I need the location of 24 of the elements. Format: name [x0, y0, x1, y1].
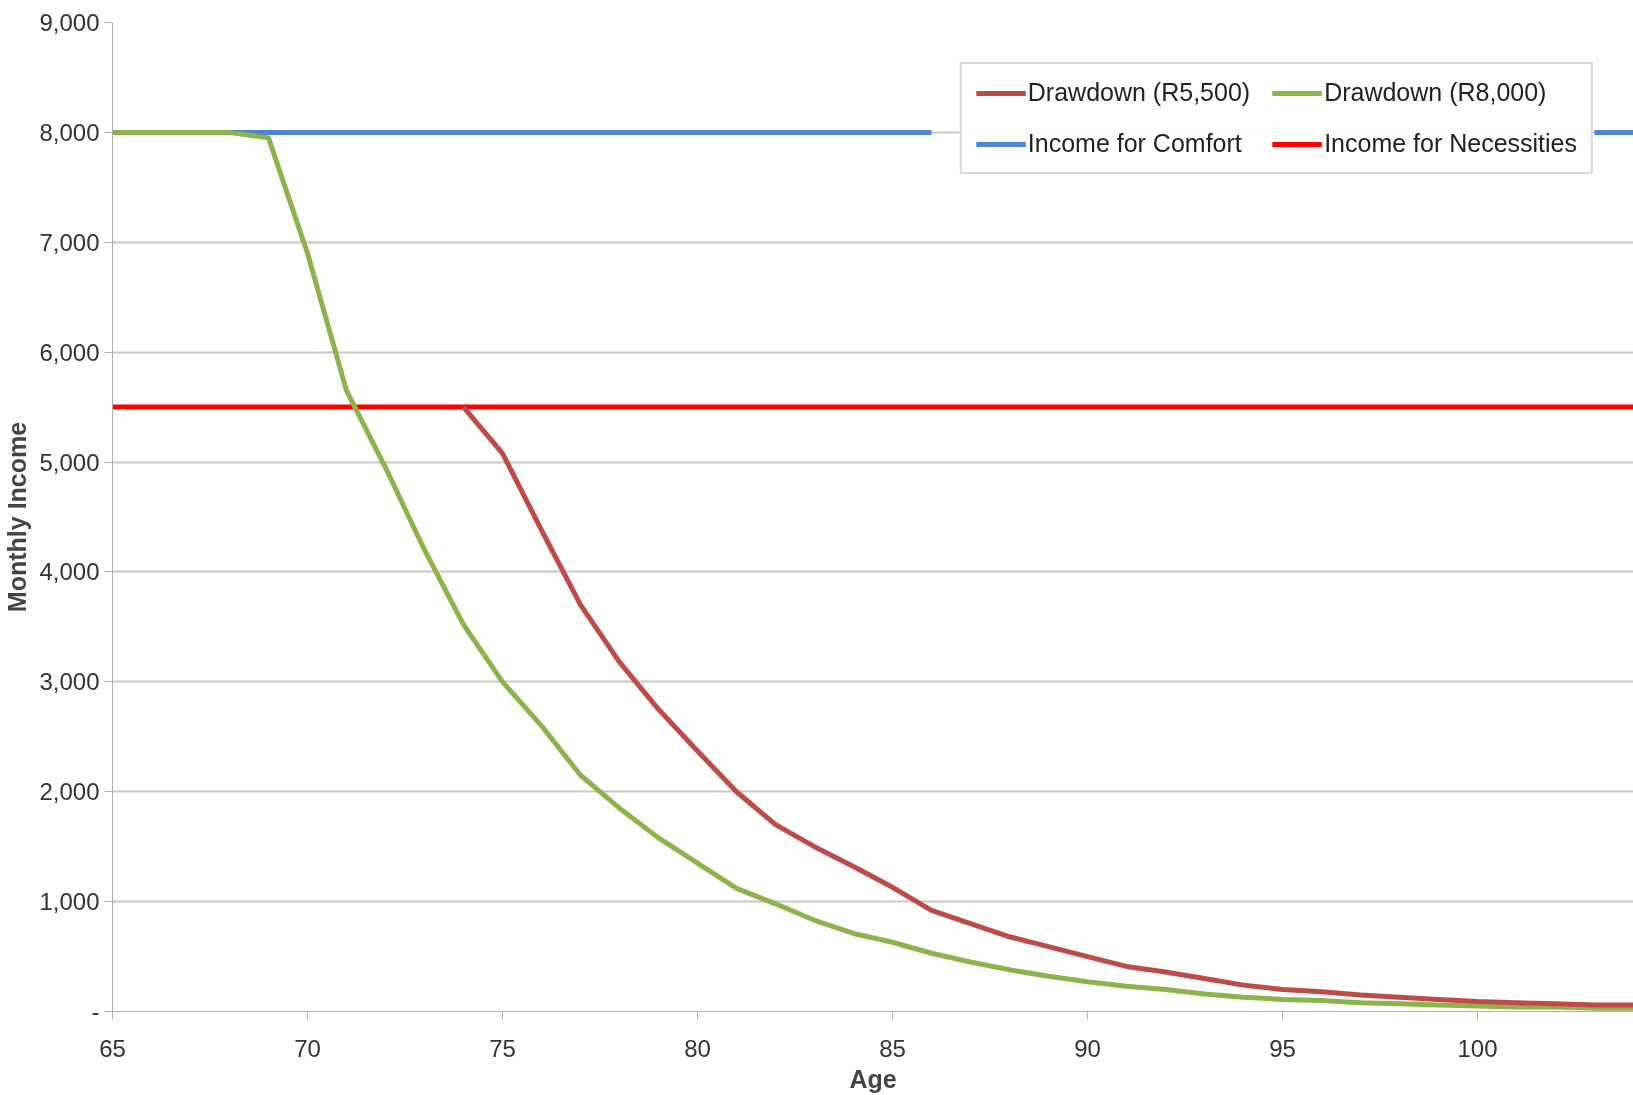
- y-tick-label: 2,000: [39, 778, 100, 806]
- y-tick-label: 7,000: [39, 228, 100, 256]
- y-tick-label: 4,000: [39, 558, 100, 586]
- y-tick-label: 6,000: [39, 338, 100, 366]
- legend-label: Drawdown (R5,500): [1027, 78, 1251, 107]
- x-tick-label: 85: [879, 1034, 906, 1062]
- y-axis-title: Monthly Income: [3, 421, 32, 613]
- x-tick-label: 95: [1269, 1034, 1296, 1062]
- y-tick-label: 1,000: [39, 888, 100, 916]
- y-tick-label: 9,000: [39, 9, 100, 36]
- x-tick-label: 100: [1457, 1034, 1498, 1062]
- x-tick-label: 65: [99, 1034, 126, 1062]
- legend-label: Drawdown (R8,000): [1324, 78, 1547, 107]
- y-tick-label: -: [91, 998, 100, 1025]
- y-tick-label: 8,000: [39, 118, 100, 146]
- legend-label: Income for Comfort: [1027, 129, 1242, 158]
- x-tick-label: 75: [489, 1034, 516, 1062]
- legend-label: Income for Necessities: [1324, 129, 1577, 158]
- y-tick-label: 5,000: [39, 448, 100, 476]
- x-tick-label: 90: [1074, 1034, 1101, 1062]
- x-axis-title: Age: [849, 1064, 897, 1093]
- y-tick-label: 3,000: [39, 668, 100, 696]
- x-tick-label: 80: [684, 1034, 711, 1062]
- x-tick-label: 70: [294, 1034, 321, 1062]
